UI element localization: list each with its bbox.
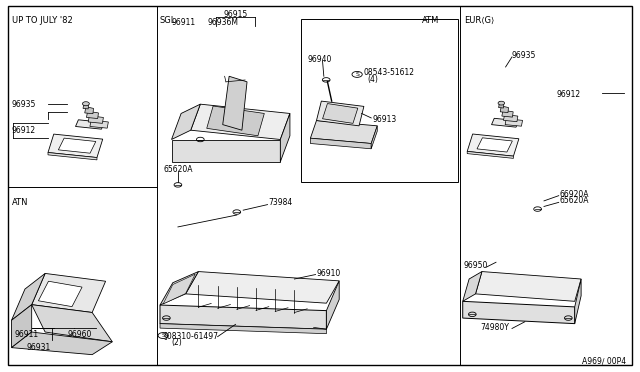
Polygon shape <box>223 76 247 130</box>
Polygon shape <box>326 281 339 329</box>
Text: S: S <box>161 333 165 338</box>
Polygon shape <box>477 138 513 152</box>
Text: 74980Y: 74980Y <box>480 323 509 332</box>
Text: (2): (2) <box>172 338 182 347</box>
Polygon shape <box>467 134 519 156</box>
Polygon shape <box>310 121 378 144</box>
Polygon shape <box>160 272 198 305</box>
Polygon shape <box>186 272 339 303</box>
Polygon shape <box>463 301 575 324</box>
Polygon shape <box>500 106 509 113</box>
Text: 65620A: 65620A <box>163 165 193 174</box>
Polygon shape <box>32 305 113 342</box>
Text: 96911: 96911 <box>172 18 196 27</box>
Text: §08310-61497: §08310-61497 <box>163 331 218 340</box>
Polygon shape <box>84 107 93 114</box>
Text: 73984: 73984 <box>269 198 293 207</box>
Polygon shape <box>48 153 97 160</box>
Text: UP TO JULY '82: UP TO JULY '82 <box>12 16 72 25</box>
Polygon shape <box>467 151 513 158</box>
Text: 96912: 96912 <box>12 126 36 135</box>
Polygon shape <box>172 140 280 162</box>
Polygon shape <box>310 138 371 149</box>
Polygon shape <box>476 272 581 301</box>
Polygon shape <box>88 116 104 124</box>
Polygon shape <box>504 115 518 122</box>
Polygon shape <box>172 104 200 140</box>
Text: 96911: 96911 <box>14 330 38 339</box>
Text: 96913: 96913 <box>372 115 397 124</box>
Polygon shape <box>492 118 519 127</box>
Text: ATM: ATM <box>422 16 440 25</box>
Polygon shape <box>90 120 108 128</box>
Polygon shape <box>371 126 378 149</box>
Text: A969∕ 00P4: A969∕ 00P4 <box>582 356 626 365</box>
Polygon shape <box>12 305 32 347</box>
Text: 96960: 96960 <box>67 330 92 339</box>
Text: 96910: 96910 <box>317 269 341 278</box>
Polygon shape <box>58 138 96 153</box>
Text: 96931: 96931 <box>26 343 51 352</box>
Polygon shape <box>505 119 522 126</box>
Polygon shape <box>76 120 104 129</box>
Polygon shape <box>160 324 326 334</box>
Polygon shape <box>163 274 195 304</box>
Polygon shape <box>207 106 264 136</box>
Polygon shape <box>317 101 364 126</box>
Text: 96936M: 96936M <box>208 18 239 27</box>
Text: 08543-51612: 08543-51612 <box>364 68 415 77</box>
Text: 96915: 96915 <box>223 10 248 19</box>
Text: 66920A: 66920A <box>560 190 589 199</box>
Circle shape <box>498 101 504 105</box>
Polygon shape <box>32 273 106 312</box>
Text: (4): (4) <box>367 76 378 84</box>
Polygon shape <box>191 104 290 140</box>
Polygon shape <box>38 281 82 307</box>
Polygon shape <box>12 273 45 320</box>
Text: SGL: SGL <box>160 16 177 25</box>
Text: 96950: 96950 <box>464 262 488 270</box>
Polygon shape <box>48 134 102 158</box>
Polygon shape <box>575 279 581 324</box>
Polygon shape <box>280 113 290 162</box>
Text: 96935: 96935 <box>512 51 536 60</box>
Text: ATN: ATN <box>12 198 28 207</box>
Text: 96935: 96935 <box>12 100 36 109</box>
Text: 65620A: 65620A <box>560 196 589 205</box>
Polygon shape <box>12 332 113 355</box>
Text: 96912: 96912 <box>557 90 581 99</box>
Polygon shape <box>502 110 513 117</box>
Bar <box>301 19 458 182</box>
Polygon shape <box>160 305 326 329</box>
Polygon shape <box>499 102 504 108</box>
Polygon shape <box>83 102 88 109</box>
Polygon shape <box>86 111 99 119</box>
Circle shape <box>83 102 90 106</box>
Polygon shape <box>323 103 358 124</box>
Text: 96940: 96940 <box>307 55 332 64</box>
Text: EUR⟨G⟩: EUR⟨G⟩ <box>464 16 494 25</box>
Text: S: S <box>355 72 359 77</box>
Polygon shape <box>463 272 482 301</box>
